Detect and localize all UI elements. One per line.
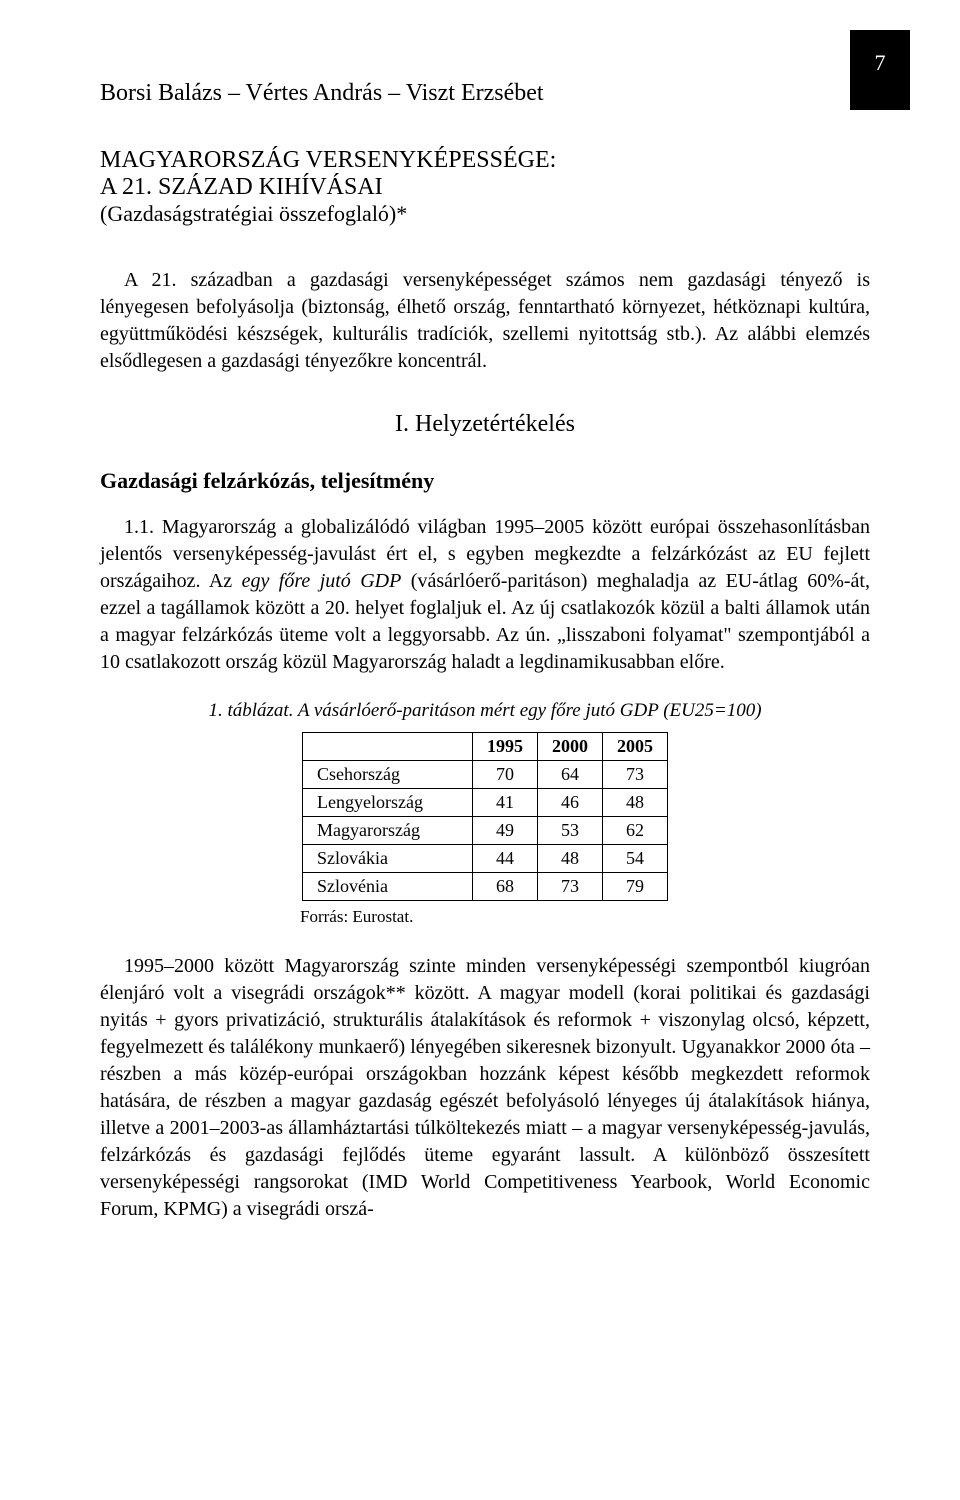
table-row: Csehország 70 64 73 <box>303 761 668 789</box>
paragraph-2: 1995–2000 között Magyarország szinte min… <box>100 953 870 1223</box>
table-cell: 64 <box>538 761 603 789</box>
table-header-row: 1995 2000 2005 <box>303 733 668 761</box>
table-row: Lengyelország 41 46 48 <box>303 789 668 817</box>
table-cell: 53 <box>538 817 603 845</box>
table-cell: Szlovákia <box>303 845 473 873</box>
table-cell: Magyarország <box>303 817 473 845</box>
table-cell: 62 <box>603 817 668 845</box>
table-cell: 41 <box>473 789 538 817</box>
table-cell: 46 <box>538 789 603 817</box>
table-cell: 70 <box>473 761 538 789</box>
title-block: MAGYARORSZÁG VERSENYKÉPESSÉGE: A 21. SZÁ… <box>100 147 870 227</box>
table-source: Forrás: Eurostat. <box>300 907 870 927</box>
page-number-tab: 7 <box>850 30 910 110</box>
table-cell: 73 <box>538 873 603 901</box>
intro-paragraph: A 21. században a gazdasági versenyképes… <box>100 267 870 375</box>
table-row: Szlovénia 68 73 79 <box>303 873 668 901</box>
table-cell: 48 <box>538 845 603 873</box>
table-cell: 48 <box>603 789 668 817</box>
table-row: Szlovákia 44 48 54 <box>303 845 668 873</box>
table-header: 2005 <box>603 733 668 761</box>
table-header <box>303 733 473 761</box>
table-caption: 1. táblázat. A vásárlóerő-paritáson mért… <box>100 700 870 722</box>
table-cell: 73 <box>603 761 668 789</box>
table-cell: 68 <box>473 873 538 901</box>
title-line-1: MAGYARORSZÁG VERSENYKÉPESSÉGE: <box>100 147 870 174</box>
subsection-heading: Gazdasági felzárkózás, teljesítmény <box>100 468 870 494</box>
page-number: 7 <box>875 50 886 76</box>
title-line-2: A 21. SZÁZAD KIHÍVÁSAI <box>100 174 870 201</box>
table-cell: 49 <box>473 817 538 845</box>
table-cell: 44 <box>473 845 538 873</box>
table-cell: Csehország <box>303 761 473 789</box>
gdp-table: 1995 2000 2005 Csehország 70 64 73 Lengy… <box>302 732 668 901</box>
section-heading: I. Helyzetértékelés <box>100 411 870 438</box>
paragraph-1: 1.1. Magyarország a globalizálódó világb… <box>100 514 870 676</box>
table-cell: 79 <box>603 873 668 901</box>
table-header: 2000 <box>538 733 603 761</box>
authors: Borsi Balázs – Vértes András – Viszt Erz… <box>100 80 870 107</box>
table-header: 1995 <box>473 733 538 761</box>
para1-italic: egy főre jutó GDP <box>242 570 402 592</box>
table-cell: Lengyelország <box>303 789 473 817</box>
table-row: Magyarország 49 53 62 <box>303 817 668 845</box>
table-cell: 54 <box>603 845 668 873</box>
subtitle: (Gazdaságstratégiai összefoglaló)* <box>100 201 870 227</box>
table-cell: Szlovénia <box>303 873 473 901</box>
